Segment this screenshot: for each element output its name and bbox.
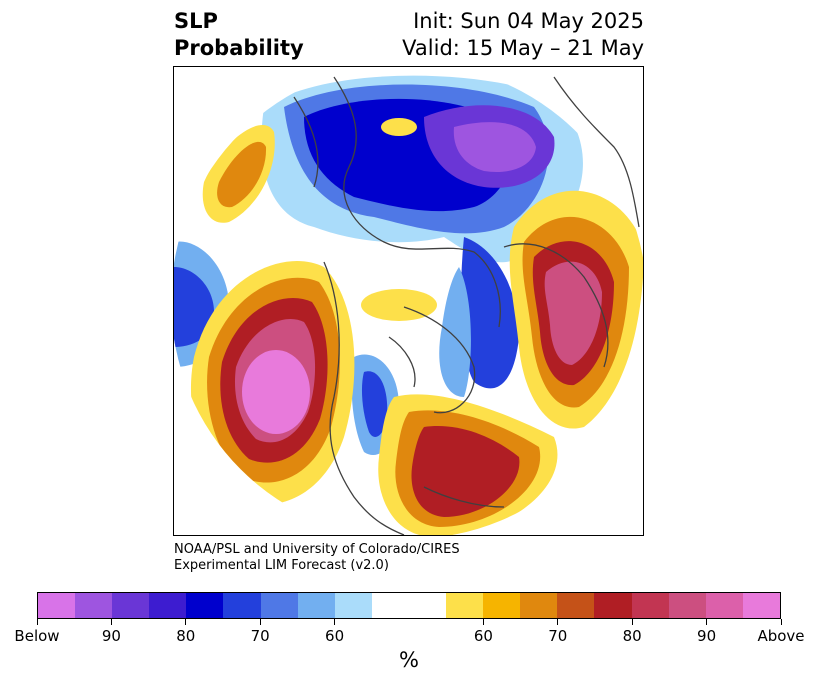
colorbar-tick-label: 60 (473, 627, 493, 645)
colorbar-tick-label: 80 (622, 627, 642, 645)
above-normal-northwest-core (217, 141, 267, 208)
colorbar-cell (483, 593, 521, 618)
coastlines (293, 76, 640, 535)
colorbar-tick (259, 619, 261, 625)
colorbar-tick (557, 619, 559, 625)
credit-line-1: NOAA/PSL and University of Colorado/CIRE… (174, 542, 460, 557)
colorbar-cell (334, 593, 372, 618)
colorbar-tick (482, 619, 484, 625)
map-title: SLP Probability (174, 8, 304, 62)
colorbar-cell (75, 593, 113, 618)
probability-field (174, 67, 643, 535)
credit-text: NOAA/PSL and University of Colorado/CIRE… (174, 542, 460, 574)
colorbar-tick-label: Above (757, 627, 805, 645)
colorbar-unit: % (399, 648, 419, 672)
colorbar-cell (223, 593, 261, 618)
polar-map (173, 66, 644, 536)
colorbar-tick-label: 90 (697, 627, 717, 645)
below-normal-tongue-east (461, 237, 519, 389)
colorbar-tick (334, 619, 336, 625)
colorbar-cell (408, 593, 447, 618)
above-normal-south-red (411, 426, 520, 517)
colorbar-tick (631, 619, 633, 625)
colorbar-tick-label: 70 (250, 627, 270, 645)
colorbar-cell (594, 593, 632, 618)
colorbar-tick-label: 60 (325, 627, 345, 645)
above-normal-atlantic-pink (544, 261, 602, 365)
below-normal-tongue-east-light (439, 267, 471, 397)
map-canvas (174, 67, 643, 535)
colorbar-cell (186, 593, 224, 618)
colorbar-tick (110, 619, 112, 625)
below-normal-region-purple-core (453, 122, 536, 172)
colorbar-cell (149, 593, 187, 618)
below-normal-central-strip-core (361, 371, 388, 437)
colorbar-tick-label: 70 (548, 627, 568, 645)
colorbar-cell (112, 593, 150, 618)
above-normal-arctic-top (381, 118, 417, 136)
colorbar-cell (260, 593, 298, 618)
valid-range: Valid: 15 May – 21 May (402, 36, 644, 60)
colorbar-cell (371, 593, 409, 618)
colorbar-cell (705, 593, 743, 618)
colorbar-cell (297, 593, 335, 618)
colorbar-cell (668, 593, 706, 618)
colorbar-cell (557, 593, 595, 618)
colorbar-tick (36, 619, 38, 625)
colorbar-tick-label: 80 (176, 627, 196, 645)
date-info: Init: Sun 04 May 2025 Valid: 15 May – 21… (402, 8, 644, 62)
colorbar-cell (38, 593, 76, 618)
colorbar-tick-label: 90 (101, 627, 121, 645)
colorbar-cell (742, 593, 780, 618)
init-date: Init: Sun 04 May 2025 (413, 9, 644, 33)
colorbar (37, 592, 781, 619)
credit-line-2: Experimental LIM Forecast (v2.0) (174, 558, 389, 573)
colorbar-cell (520, 593, 558, 618)
colorbar-cell (631, 593, 669, 618)
title-line-1: SLP (174, 9, 218, 33)
title-line-2: Probability (174, 36, 304, 60)
colorbar-tick (706, 619, 708, 625)
colorbar-cell (446, 593, 484, 618)
below-normal-west-edge-core (174, 267, 214, 347)
colorbar-tick (780, 619, 782, 625)
above-normal-pacific-core (242, 350, 310, 434)
colorbar-tick-label: Below (14, 627, 60, 645)
colorbar-tick (185, 619, 187, 625)
